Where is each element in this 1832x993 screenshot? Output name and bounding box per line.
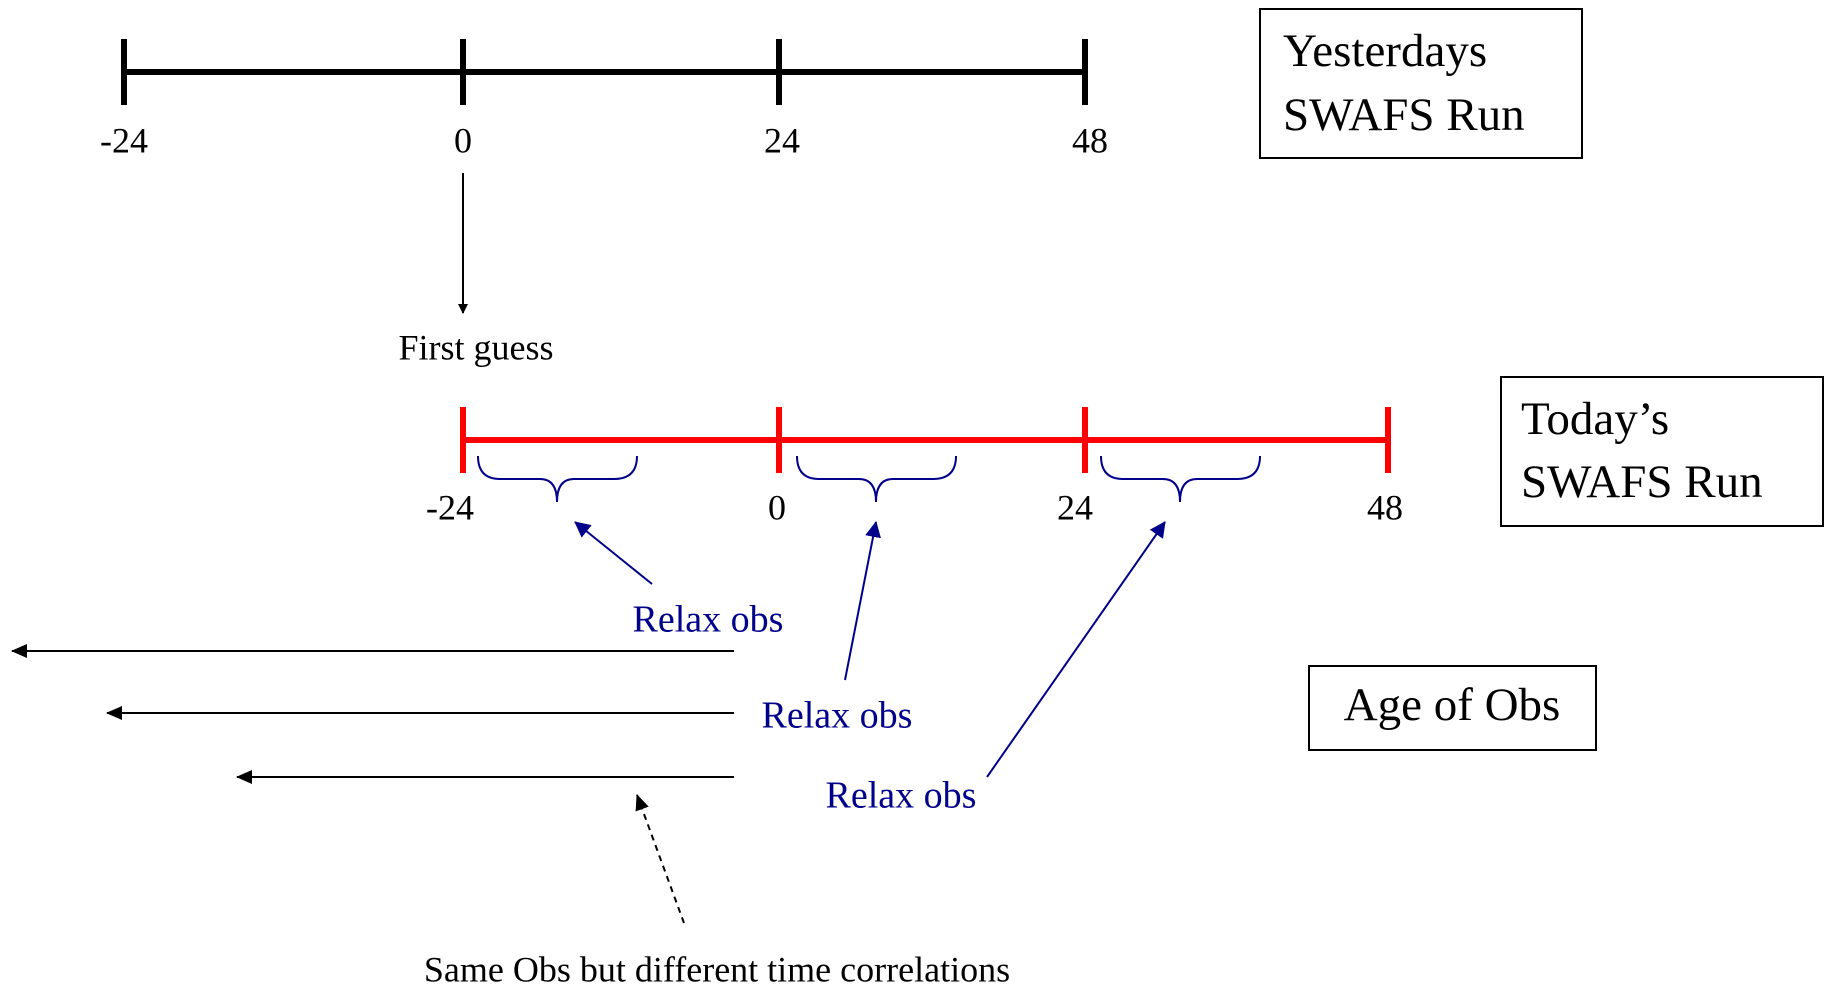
tick-label: 0 bbox=[454, 120, 472, 160]
relax-label: Relax obs bbox=[826, 775, 977, 817]
box bbox=[1259, 8, 1583, 159]
age-arrows bbox=[11, 644, 734, 784]
box-label: SWAFS Run bbox=[1283, 89, 1525, 141]
box-label: Today’s bbox=[1521, 393, 1669, 445]
tick-label: 48 bbox=[1367, 487, 1403, 527]
relax-label: Relax obs bbox=[762, 695, 913, 737]
blue-arrows bbox=[574, 521, 1166, 778]
tick-label: -24 bbox=[100, 120, 148, 160]
relax-label: Relax obs bbox=[633, 599, 784, 641]
tick-label: 24 bbox=[764, 120, 800, 160]
braces bbox=[477, 455, 1261, 503]
dashed-arrow bbox=[635, 794, 685, 924]
box-label: Age of Obs bbox=[1344, 679, 1561, 731]
today-timeline bbox=[460, 407, 1391, 473]
tick-label: 24 bbox=[1057, 487, 1093, 527]
tick-label: -24 bbox=[426, 487, 474, 527]
yesterday-timeline bbox=[121, 39, 1088, 105]
annotation: First guess bbox=[398, 327, 553, 367]
box bbox=[1500, 376, 1824, 527]
box-label: Yesterdays bbox=[1283, 25, 1487, 77]
caption: Same Obs but different time correlations bbox=[424, 949, 1010, 989]
tick-label: 48 bbox=[1072, 120, 1108, 160]
box bbox=[1308, 665, 1597, 751]
box-label: SWAFS Run bbox=[1521, 456, 1763, 508]
tick-label: 0 bbox=[768, 487, 786, 527]
